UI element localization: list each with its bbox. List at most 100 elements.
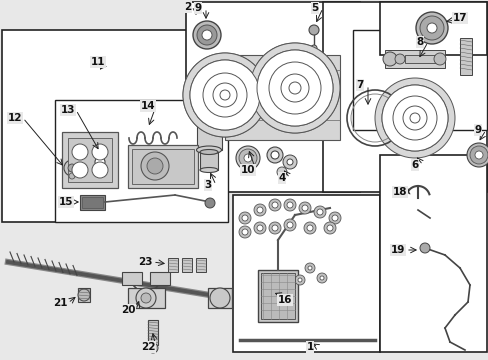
Circle shape [286, 159, 292, 165]
Circle shape [423, 20, 439, 36]
Circle shape [381, 85, 447, 151]
Circle shape [204, 75, 244, 115]
Bar [68, 138, 112, 182]
Circle shape [257, 225, 263, 231]
Circle shape [190, 60, 260, 130]
Circle shape [324, 222, 335, 234]
Ellipse shape [196, 146, 221, 154]
Circle shape [281, 74, 308, 102]
Circle shape [269, 63, 319, 113]
Circle shape [270, 151, 279, 159]
Circle shape [419, 16, 443, 40]
Circle shape [213, 83, 237, 107]
Circle shape [72, 144, 88, 160]
Circle shape [257, 50, 332, 126]
Circle shape [257, 50, 332, 126]
Circle shape [381, 85, 447, 151]
Circle shape [136, 288, 156, 308]
Circle shape [284, 219, 295, 231]
Circle shape [190, 60, 260, 130]
Circle shape [269, 63, 319, 113]
Circle shape [213, 83, 237, 107]
Circle shape [257, 50, 332, 126]
Bar [200, 152, 218, 170]
Bar [258, 270, 297, 322]
Circle shape [392, 96, 436, 140]
Text: 6: 6 [410, 160, 418, 170]
Circle shape [220, 90, 229, 100]
Text: 23: 23 [138, 257, 152, 267]
Bar [2, 30, 227, 222]
Circle shape [90, 152, 110, 172]
Bar [62, 132, 118, 188]
Circle shape [281, 74, 308, 102]
Circle shape [257, 207, 263, 213]
Text: 3: 3 [204, 180, 211, 190]
Circle shape [472, 149, 484, 161]
Circle shape [433, 53, 445, 65]
Circle shape [426, 23, 436, 33]
Bar [128, 145, 198, 188]
Bar [150, 272, 170, 285]
Bar [261, 273, 294, 319]
Text: 11: 11 [91, 57, 105, 67]
Circle shape [204, 75, 244, 115]
Bar [182, 258, 192, 272]
Circle shape [249, 43, 339, 133]
Text: 4: 4 [278, 173, 285, 183]
Bar [459, 38, 471, 75]
Circle shape [239, 149, 257, 167]
Circle shape [204, 198, 215, 208]
Circle shape [253, 222, 265, 234]
Circle shape [268, 62, 320, 114]
Circle shape [239, 226, 250, 238]
Circle shape [286, 202, 292, 208]
Bar [224, 55, 339, 140]
Circle shape [268, 199, 281, 211]
Bar [128, 288, 164, 308]
Bar [404, 55, 437, 63]
Circle shape [419, 243, 429, 253]
Circle shape [141, 293, 151, 303]
Circle shape [271, 225, 278, 231]
Circle shape [326, 225, 332, 231]
Circle shape [64, 160, 80, 176]
Bar [185, 2, 359, 192]
Circle shape [302, 205, 307, 211]
Circle shape [382, 52, 396, 66]
Circle shape [331, 215, 337, 221]
Bar [379, 155, 486, 352]
Circle shape [242, 152, 253, 164]
Circle shape [316, 209, 323, 215]
Bar [148, 320, 158, 345]
Bar [168, 258, 178, 272]
Bar [122, 272, 142, 285]
Circle shape [213, 83, 237, 107]
Circle shape [319, 276, 324, 280]
Bar [132, 149, 194, 184]
Ellipse shape [200, 149, 218, 154]
Circle shape [287, 81, 302, 95]
Bar [379, 2, 486, 55]
Text: 14: 14 [141, 101, 155, 111]
Circle shape [276, 167, 286, 177]
Circle shape [268, 222, 281, 234]
Circle shape [242, 215, 247, 221]
Circle shape [409, 113, 419, 123]
Text: 13: 13 [61, 105, 75, 115]
Circle shape [190, 60, 260, 130]
Circle shape [200, 28, 214, 42]
Circle shape [271, 202, 278, 208]
Text: 5: 5 [311, 3, 318, 13]
Circle shape [310, 45, 316, 51]
Circle shape [183, 53, 266, 137]
Circle shape [313, 206, 325, 218]
Circle shape [193, 21, 221, 49]
Circle shape [306, 225, 312, 231]
Circle shape [474, 151, 482, 159]
Text: 1: 1 [306, 342, 313, 352]
Circle shape [244, 154, 251, 162]
Circle shape [213, 83, 237, 107]
Circle shape [202, 30, 212, 40]
Bar [352, 30, 486, 130]
